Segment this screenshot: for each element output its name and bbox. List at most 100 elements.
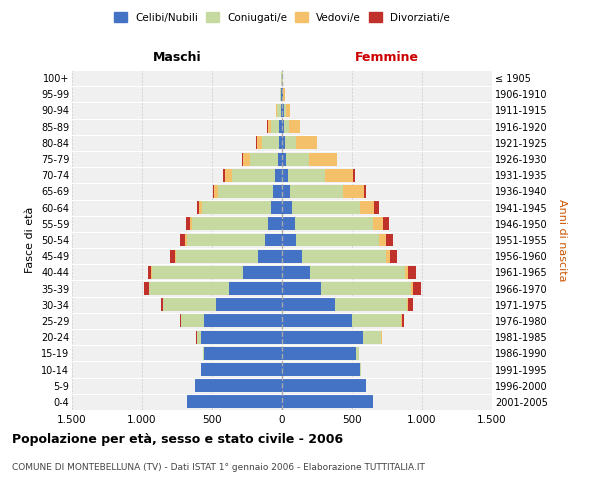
Bar xyxy=(352,314,401,328)
Bar xyxy=(282,218,295,230)
Bar xyxy=(193,218,268,230)
Bar xyxy=(232,169,275,181)
Bar xyxy=(335,298,407,311)
Bar xyxy=(271,201,282,214)
Bar xyxy=(282,104,284,117)
Bar xyxy=(265,234,282,246)
Bar xyxy=(282,88,283,101)
Bar xyxy=(185,234,187,246)
Bar xyxy=(257,136,262,149)
Y-axis label: Anni di nascita: Anni di nascita xyxy=(557,198,567,281)
Bar xyxy=(321,282,411,295)
Bar xyxy=(280,120,282,133)
Bar xyxy=(356,347,359,360)
Bar xyxy=(197,201,199,214)
Bar xyxy=(282,201,292,214)
Bar xyxy=(282,282,321,295)
Bar xyxy=(281,88,282,101)
Bar xyxy=(286,152,308,166)
Bar xyxy=(161,298,163,311)
Bar xyxy=(374,201,379,214)
Bar xyxy=(250,152,278,166)
Bar xyxy=(302,250,386,262)
Bar xyxy=(282,234,296,246)
Bar xyxy=(268,120,271,133)
Bar xyxy=(273,185,282,198)
Bar xyxy=(175,250,176,262)
Bar xyxy=(401,314,402,328)
Bar xyxy=(180,234,185,246)
Bar xyxy=(282,347,356,360)
Bar xyxy=(242,152,243,166)
Bar xyxy=(201,363,282,376)
Bar xyxy=(186,218,190,230)
Bar xyxy=(187,234,265,246)
Bar xyxy=(296,234,379,246)
Text: Popolazione per età, sesso e stato civile - 2006: Popolazione per età, sesso e stato civil… xyxy=(12,432,343,446)
Bar xyxy=(201,330,282,344)
Bar xyxy=(343,185,364,198)
Bar xyxy=(195,379,282,392)
Text: COMUNE DI MONTEBELLUNA (TV) - Dati ISTAT 1° gennaio 2006 - Elaborazione TUTTITAL: COMUNE DI MONTEBELLUNA (TV) - Dati ISTAT… xyxy=(12,462,425,471)
Bar xyxy=(373,218,383,230)
Bar xyxy=(290,185,343,198)
Bar xyxy=(216,298,282,311)
Bar xyxy=(413,282,421,295)
Bar xyxy=(152,266,243,279)
Bar xyxy=(405,266,408,279)
Bar xyxy=(282,185,290,198)
Bar xyxy=(181,314,203,328)
Bar xyxy=(149,282,229,295)
Bar xyxy=(224,169,232,181)
Bar xyxy=(408,298,413,311)
Bar xyxy=(203,314,282,328)
Bar xyxy=(390,250,397,262)
Bar xyxy=(282,314,352,328)
Bar xyxy=(363,330,382,344)
Bar xyxy=(281,104,282,117)
Bar xyxy=(243,152,250,166)
Bar xyxy=(275,169,282,181)
Bar xyxy=(308,152,337,166)
Bar xyxy=(229,282,282,295)
Bar xyxy=(276,104,277,117)
Bar xyxy=(283,88,285,101)
Bar xyxy=(282,136,285,149)
Bar xyxy=(258,250,282,262)
Bar xyxy=(163,298,216,311)
Text: Femmine: Femmine xyxy=(355,50,419,64)
Bar xyxy=(411,282,413,295)
Bar xyxy=(282,169,287,181)
Legend: Celibi/Nubili, Coniugati/e, Vedovi/e, Divorziati/e: Celibi/Nubili, Coniugati/e, Vedovi/e, Di… xyxy=(112,10,452,24)
Bar xyxy=(383,218,389,230)
Bar xyxy=(282,363,361,376)
Bar xyxy=(145,282,149,295)
Bar xyxy=(148,266,151,279)
Bar xyxy=(284,120,289,133)
Bar xyxy=(379,234,386,246)
Text: Maschi: Maschi xyxy=(152,50,202,64)
Bar xyxy=(190,218,193,230)
Bar xyxy=(223,169,224,181)
Y-axis label: Fasce di età: Fasce di età xyxy=(25,207,35,273)
Bar xyxy=(199,201,202,214)
Bar xyxy=(295,218,373,230)
Bar xyxy=(197,330,201,344)
Bar xyxy=(292,201,361,214)
Bar xyxy=(213,185,214,198)
Bar xyxy=(325,169,353,181)
Bar xyxy=(282,379,366,392)
Bar xyxy=(402,314,404,328)
Bar xyxy=(151,266,152,279)
Bar xyxy=(282,330,363,344)
Bar xyxy=(170,250,175,262)
Bar xyxy=(282,152,286,166)
Bar xyxy=(203,347,282,360)
Bar xyxy=(287,169,325,181)
Bar xyxy=(353,169,355,181)
Bar xyxy=(202,201,271,214)
Bar xyxy=(296,136,317,149)
Bar xyxy=(285,136,296,149)
Bar xyxy=(361,201,374,214)
Bar xyxy=(289,120,300,133)
